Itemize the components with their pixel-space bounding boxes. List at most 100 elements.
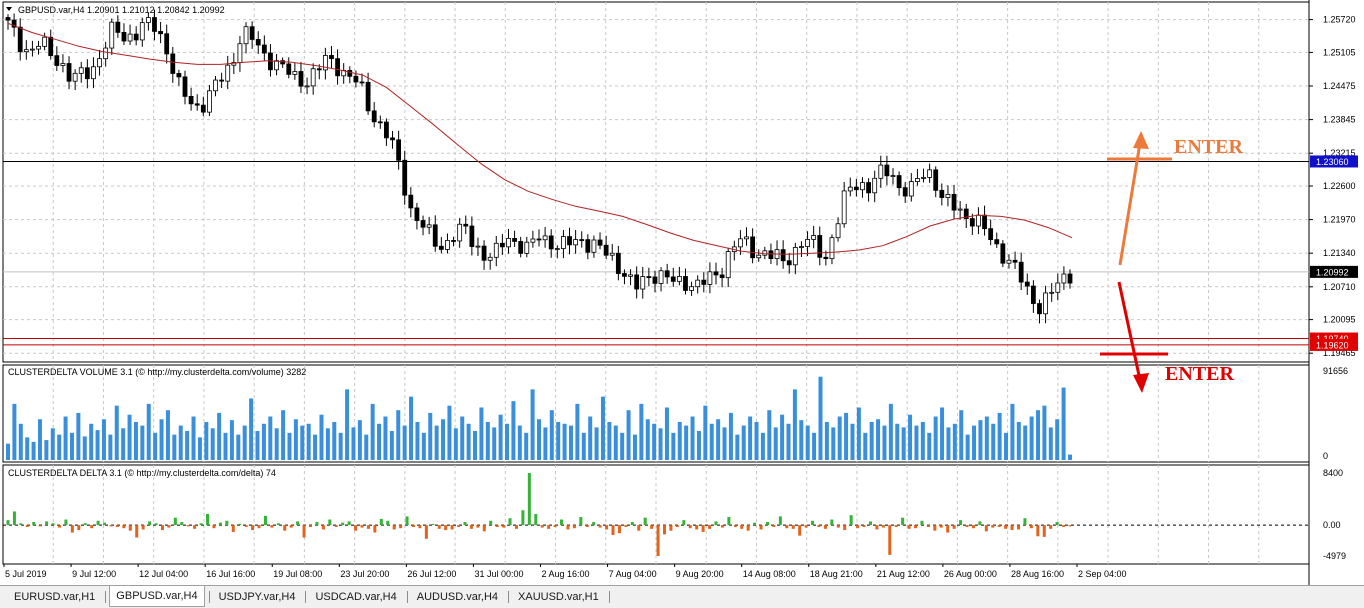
delta-bar xyxy=(971,525,975,529)
volume-bar xyxy=(255,431,260,460)
candle-body xyxy=(1024,281,1030,287)
volume-bar xyxy=(863,432,868,460)
volume-bar xyxy=(888,403,893,460)
candle-body xyxy=(152,17,157,32)
delta-bar xyxy=(90,525,94,529)
volume-bar xyxy=(434,425,439,460)
time-tick-label: 26 Jul 12:00 xyxy=(407,569,456,579)
candle-body xyxy=(292,71,298,75)
delta-bar xyxy=(791,525,795,529)
symbol-tab[interactable]: USDJPY.var,H4 xyxy=(218,591,296,603)
volume-bar xyxy=(799,420,804,460)
candle-body xyxy=(524,241,530,254)
delta-bar xyxy=(354,525,358,531)
volume-bar xyxy=(1055,419,1060,460)
volume-bar xyxy=(946,427,951,460)
delta-bar xyxy=(70,525,74,533)
volume-bar xyxy=(300,425,305,460)
delta-bar xyxy=(309,525,313,527)
volume-bar xyxy=(645,419,650,460)
volume-bar xyxy=(460,416,465,460)
volume-bar xyxy=(370,403,375,460)
level-label-box xyxy=(1310,155,1358,168)
candle-body xyxy=(237,43,243,63)
delta-bar xyxy=(984,525,988,532)
symbol-tab[interactable]: XAUUSD.var,H1 xyxy=(518,591,599,603)
delta-bar xyxy=(592,522,596,526)
volume-bar xyxy=(812,432,817,460)
candle-body xyxy=(48,36,54,57)
volume-bar xyxy=(409,396,414,460)
price-tick-label: 1.19465 xyxy=(1323,348,1356,358)
candle-body xyxy=(188,96,194,105)
volume-bar xyxy=(76,412,81,460)
volume-bar xyxy=(722,427,727,460)
delta-bar xyxy=(276,523,280,526)
candle-body xyxy=(66,63,72,82)
chart-canvas[interactable]: 1.25720 1.25105 1.24475 1.23845 1.23215 1.226… xyxy=(0,0,1364,585)
candle-body xyxy=(982,214,987,230)
volume-bar xyxy=(696,431,701,460)
volume-bar xyxy=(159,419,164,460)
candle-body xyxy=(1037,303,1042,315)
candle-body xyxy=(805,238,810,247)
volume-bar xyxy=(313,434,318,460)
volume-bar xyxy=(121,428,126,460)
candle-body xyxy=(817,235,823,258)
delta-bar xyxy=(12,511,16,526)
delta-bar xyxy=(32,522,36,526)
delta-bar xyxy=(675,525,679,527)
volume-bar xyxy=(568,425,573,460)
volume-bar xyxy=(824,421,829,460)
delta-bar xyxy=(321,525,325,530)
candle-body xyxy=(860,182,865,191)
candle-body xyxy=(176,73,182,78)
symbol-tab[interactable]: GBPUSD.var,H4 xyxy=(109,586,205,607)
tab-separator xyxy=(608,591,610,603)
volume-bar xyxy=(556,421,561,460)
time-tick-label: 2 Sep 04:00 xyxy=(1078,569,1127,579)
candle-body xyxy=(274,60,279,71)
volume-bar xyxy=(524,432,529,460)
delta-bar xyxy=(624,525,628,527)
delta-bar xyxy=(334,525,338,527)
time-tick-label: 26 Aug 00:00 xyxy=(944,569,997,579)
delta-bar xyxy=(611,525,615,536)
volume-bar xyxy=(191,416,196,460)
volume-bar xyxy=(498,414,503,460)
delta-bar xyxy=(785,525,789,529)
volume-bar xyxy=(383,416,388,460)
symbol-tab[interactable]: AUDUSD.var,H4 xyxy=(416,591,499,603)
symbol-tab[interactable]: EURUSD.var,H1 xyxy=(14,591,96,603)
delta-bar xyxy=(148,521,152,526)
candle-body xyxy=(921,177,926,179)
candle-body xyxy=(530,238,536,243)
candle-body xyxy=(1061,273,1067,284)
time-tick-label: 21 Aug 12:00 xyxy=(877,569,930,579)
volume-bar xyxy=(31,441,36,460)
candle-body xyxy=(701,279,707,285)
candle-body xyxy=(170,53,176,74)
candle-body xyxy=(597,239,603,246)
candle-body xyxy=(554,248,560,250)
volume-bars xyxy=(6,376,1072,460)
candle-body xyxy=(945,193,951,198)
candle-body xyxy=(902,187,908,197)
volume-bar xyxy=(684,425,689,460)
price-tick-label: 1.23215 xyxy=(1323,148,1356,158)
tab-separator xyxy=(406,591,408,603)
delta-bar xyxy=(231,525,235,532)
delta-bar xyxy=(83,523,87,526)
candle-body xyxy=(1006,259,1012,264)
symbol-tab[interactable]: USDCAD.var,H4 xyxy=(315,591,397,603)
candle-body xyxy=(823,256,829,260)
volume-bar xyxy=(690,416,695,460)
delta-bar xyxy=(141,525,145,530)
chart-header: GBPUSD.var,H4 1.20901 1.21012 1.20842 1.… xyxy=(18,5,225,15)
candle-body xyxy=(402,159,408,196)
candle-body xyxy=(225,64,231,82)
delta-bar xyxy=(598,525,602,528)
volume-bar xyxy=(882,425,887,460)
candle-body xyxy=(585,239,591,253)
candle-body xyxy=(457,223,463,242)
